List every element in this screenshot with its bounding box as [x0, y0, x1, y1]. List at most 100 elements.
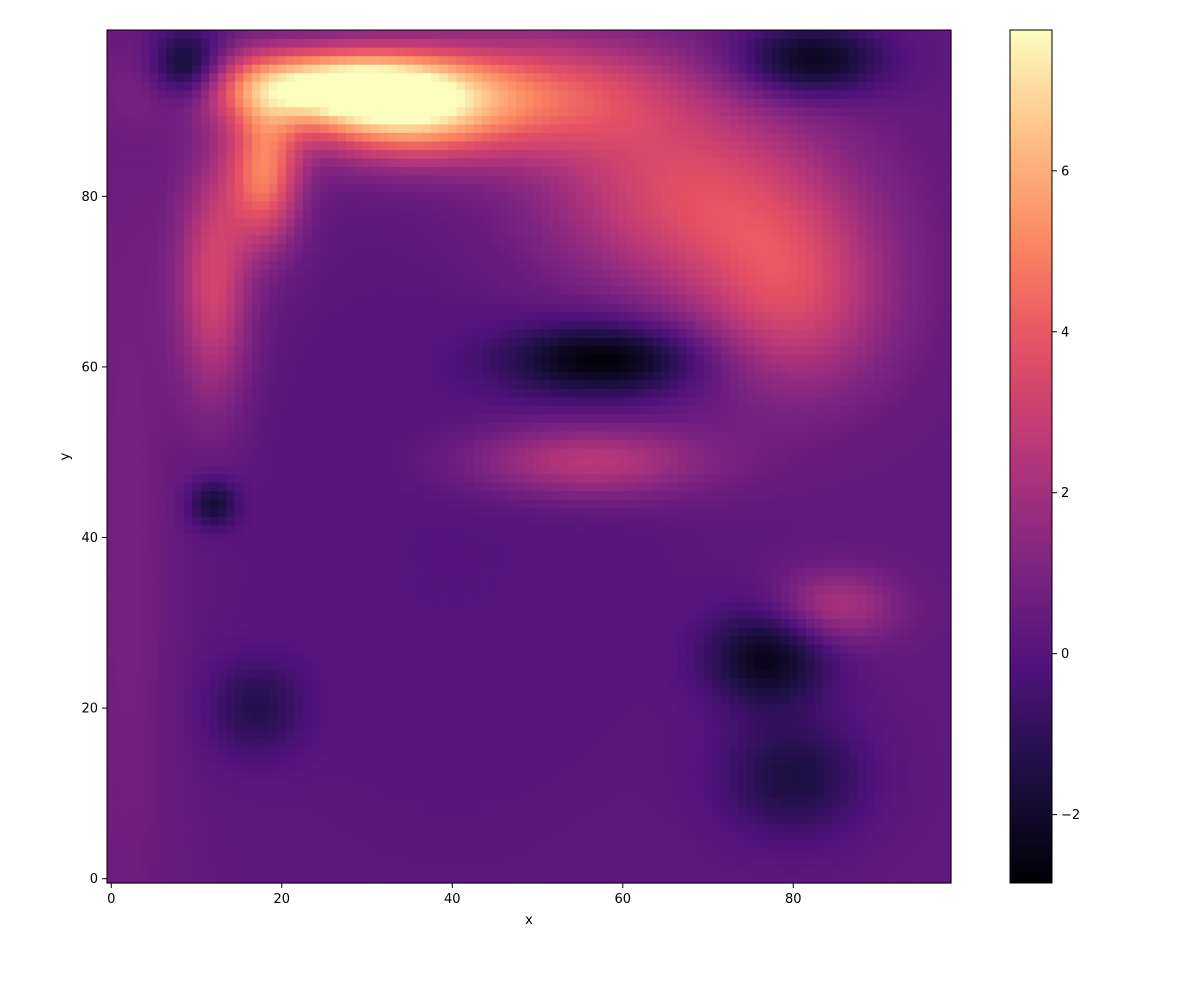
heatmap-cell	[149, 755, 159, 765]
heatmap-cell	[933, 755, 944, 765]
heatmap-cell	[695, 772, 705, 782]
heatmap-cell	[183, 772, 193, 782]
heatmap-cell	[592, 550, 603, 560]
heatmap-cell	[789, 507, 799, 517]
heatmap-cell	[277, 865, 287, 876]
heatmap-cell	[388, 840, 398, 850]
heatmap-cell	[303, 550, 313, 560]
heatmap-cell	[217, 746, 227, 756]
heatmap-cell	[396, 780, 406, 790]
heatmap-cell	[644, 763, 654, 773]
heatmap-cell	[933, 840, 944, 850]
heatmap-cell	[311, 840, 321, 850]
heatmap-cell	[635, 627, 645, 637]
heatmap-cell	[592, 575, 603, 586]
heatmap-cell	[294, 746, 304, 756]
heatmap-cell	[490, 848, 500, 859]
heatmap-cell	[448, 720, 458, 731]
heatmap-cell	[916, 755, 927, 765]
heatmap-cell	[243, 447, 253, 458]
heatmap-cell	[362, 686, 372, 696]
heatmap-cell	[925, 644, 935, 654]
heatmap-cell	[448, 644, 458, 654]
heatmap-cell	[814, 516, 824, 526]
heatmap-cell	[644, 806, 654, 816]
heatmap-cell	[669, 627, 679, 637]
heatmap-cell	[499, 490, 509, 500]
heatmap-cell	[192, 729, 202, 739]
heatmap-cell	[558, 831, 568, 841]
heatmap-cell	[234, 669, 245, 679]
heatmap-cell	[430, 789, 441, 799]
heatmap-cell	[763, 627, 773, 637]
heatmap-cell	[303, 678, 313, 688]
heatmap-cell	[430, 772, 441, 782]
heatmap-cell	[686, 644, 696, 654]
heatmap-cell	[328, 618, 338, 628]
heatmap-cell	[712, 635, 722, 645]
heatmap-cell	[609, 456, 620, 466]
heatmap-cell	[644, 507, 654, 517]
heatmap-cell	[524, 865, 534, 876]
heatmap-cell	[388, 652, 398, 662]
heatmap-cell	[388, 874, 398, 884]
heatmap-cell	[200, 482, 210, 492]
heatmap-cell	[268, 763, 279, 773]
heatmap-cell	[388, 755, 398, 765]
heatmap-cell	[209, 737, 219, 748]
heatmap-cell	[141, 772, 151, 782]
heatmap-cell	[354, 456, 364, 466]
heatmap-cell	[797, 695, 807, 705]
heatmap-cell	[499, 524, 509, 534]
heatmap-cell	[456, 516, 466, 526]
heatmap-cell	[430, 763, 441, 773]
heatmap-cell	[183, 729, 193, 739]
heatmap-cell	[405, 720, 415, 731]
heatmap-cell	[413, 703, 424, 713]
heatmap-cell	[789, 678, 799, 688]
heatmap-cell	[149, 507, 159, 517]
heatmap-cell	[490, 558, 500, 568]
heatmap-cell	[891, 789, 901, 799]
heatmap-cell	[729, 797, 739, 807]
heatmap-cell	[371, 490, 381, 500]
heatmap-cell	[260, 610, 270, 620]
heatmap-cell	[686, 720, 696, 731]
heatmap-cell	[132, 575, 142, 586]
heatmap-cell	[882, 584, 892, 594]
heatmap-cell	[226, 635, 236, 645]
heatmap-cell	[260, 456, 270, 466]
heatmap-cell	[908, 669, 918, 679]
heatmap-cell	[251, 499, 262, 509]
heatmap-cell	[848, 601, 858, 611]
heatmap-cell	[303, 823, 313, 833]
heatmap-cell	[916, 575, 927, 586]
heatmap-cell	[609, 686, 620, 696]
heatmap-cell	[584, 584, 594, 594]
heatmap-cell	[166, 550, 176, 560]
heatmap-cell	[831, 874, 841, 884]
heatmap-cell	[831, 567, 841, 577]
heatmap-cell	[132, 678, 142, 688]
heatmap-cell	[899, 567, 909, 577]
heatmap-cell	[473, 635, 483, 645]
heatmap-cell	[192, 865, 202, 876]
heatmap-cell	[678, 737, 688, 748]
heatmap-cell	[311, 848, 321, 859]
heatmap-cell	[916, 857, 927, 867]
heatmap-cell	[601, 627, 611, 637]
heatmap-cell	[652, 652, 662, 662]
heatmap-cell	[686, 780, 696, 790]
heatmap-cell	[933, 874, 944, 884]
heatmap-cell	[729, 575, 739, 586]
heatmap-cell	[192, 558, 202, 568]
heatmap-cell	[857, 857, 867, 867]
heatmap-cell	[328, 533, 338, 543]
heatmap-cell	[499, 533, 509, 543]
heatmap-cell	[533, 729, 543, 739]
heatmap-cell	[550, 610, 560, 620]
heatmap-cell	[124, 720, 134, 731]
heatmap-cell	[865, 746, 875, 756]
heatmap-cell	[243, 823, 253, 833]
heatmap-cell	[413, 729, 424, 739]
